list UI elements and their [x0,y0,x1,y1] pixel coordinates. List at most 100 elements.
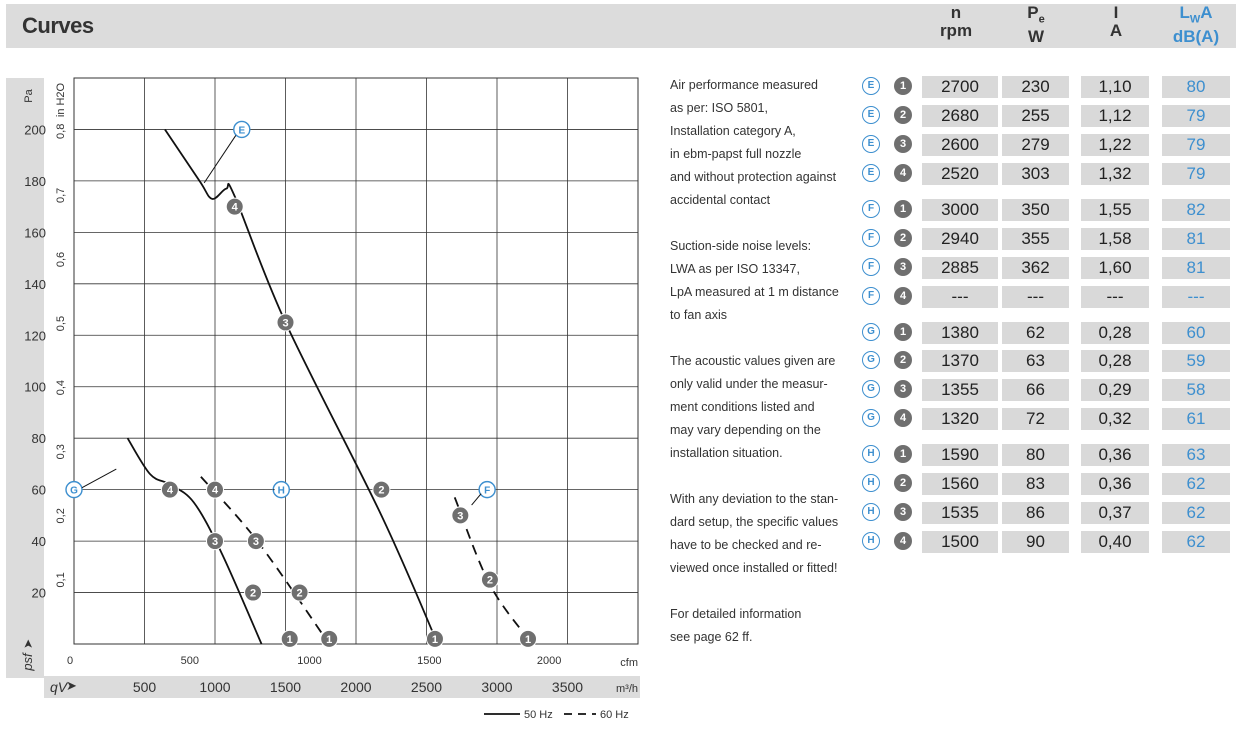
cell-i: --- [1081,286,1149,308]
legend-label: 50 Hz [524,709,553,721]
x-tick-m3h: 3500 [552,679,583,695]
y-tick-pa: 40 [32,534,46,549]
cell-lwa: 81 [1162,228,1230,250]
cell-i: 1,60 [1081,257,1149,279]
legend-label: 60 Hz [600,709,629,721]
curve-label-g [65,480,83,499]
x-unit-m3h: m³/h [616,683,638,695]
curve-letter-badge: E [862,164,880,182]
cell-lwa: 79 [1162,134,1230,156]
y-tick-inh2o: 0,3 [55,444,67,459]
y-tick-pa: 200 [24,122,46,137]
cell-lwa: 79 [1162,105,1230,127]
curve-letter-badge: G [862,323,880,341]
note-paragraph: Air performance measured as per: ISO 580… [670,78,837,207]
operating-point-label: 4 [212,485,219,497]
x-unit-cfm: cfm [620,657,638,669]
curve-letter-badge: F [862,229,880,247]
curve-letter-badge: G [862,380,880,398]
label-leader-g [81,468,117,489]
cell-n: 3000 [922,199,998,221]
y-label-inh2o: in H2O [55,82,67,117]
curve-letter-badge: H [862,445,880,463]
point-number-badge: 4 [894,287,912,305]
y-arrow: ➤ [21,639,35,649]
cell-n: 2700 [922,76,998,98]
point-number-badge: 3 [894,503,912,521]
curve-g [126,437,263,645]
operating-point-marker [480,570,499,589]
cell-n: 2940 [922,228,998,250]
x-tick-m3h: 1500 [270,679,301,695]
point-number-badge: 1 [894,200,912,218]
x-tick-m3h: 500 [133,679,157,695]
x-tick-cfm: 2000 [537,655,561,667]
cell-i: 1,32 [1081,163,1149,185]
curve-label-text: G [70,486,78,497]
curve-letter-badge: E [862,135,880,153]
y-tick-pa: 60 [32,483,46,498]
header-bar: Curves [6,4,1236,48]
notes: Air performance measured as per: ISO 580… [670,74,850,672]
cell-i: 1,10 [1081,76,1149,98]
cell-p: 255 [1002,105,1069,127]
col-header-i: I A [1109,3,1123,40]
cell-i: 1,55 [1081,199,1149,221]
x-tick-m3h: 2000 [340,679,371,695]
cell-p: 303 [1002,163,1069,185]
operating-point-label: 2 [297,588,303,600]
cell-p: 62 [1002,322,1069,344]
chart-legend: 50 Hz 60 Hz [484,706,634,725]
curve-letter-badge: H [862,474,880,492]
x-tick-cfm: 500 [181,655,199,667]
operating-point-label: 4 [167,485,174,497]
x-arrow: ➤ [66,678,77,693]
cell-lwa: 80 [1162,76,1230,98]
cell-lwa: 60 [1162,322,1230,344]
curve-label-text: E [238,125,245,136]
operating-point-label: 4 [232,202,239,214]
cell-i: 0,28 [1081,350,1149,372]
y-label-psf: psf [20,652,35,672]
cell-p: 230 [1002,76,1069,98]
operating-point-label: 3 [282,317,288,329]
x-tick-m3h: 2500 [411,679,442,695]
operating-point-label: 1 [432,634,438,646]
cell-i: 0,40 [1081,531,1149,553]
curve-letter-badge: H [862,532,880,550]
cell-n: 1590 [922,444,998,466]
y-tick-pa: 80 [32,431,46,446]
curve-letter-badge: F [862,258,880,276]
cell-p: 86 [1002,502,1069,524]
y-tick-pa: 20 [32,586,46,601]
y-label-pa: Pa [23,88,35,102]
col-header-lwa: LWA dB(A) [1172,3,1220,47]
cell-n: 1560 [922,473,998,495]
cell-lwa: 81 [1162,257,1230,279]
curve-letter-badge: E [862,77,880,95]
cell-i: 1,12 [1081,105,1149,127]
y-tick-inh2o: 0,7 [55,188,67,203]
note-paragraph: With any deviation to the stan- dard set… [670,492,839,575]
y-tick-pa: 140 [24,277,46,292]
point-number-badge: 1 [894,77,912,95]
operating-point-label: 3 [212,536,218,548]
cell-n: 1320 [922,408,998,430]
y-tick-pa: 160 [24,225,46,240]
curve-letter-badge: H [862,503,880,521]
col-header-p: Pe W [1027,3,1045,47]
x-tick-m3h: 3000 [481,679,512,695]
cell-n: --- [922,286,998,308]
cell-p: 350 [1002,199,1069,221]
label-leader-e [203,135,237,184]
operating-point-marker [280,629,299,648]
operating-point-label: 1 [287,634,293,646]
operating-point-marker [320,629,339,648]
operating-point-label: 2 [487,575,493,587]
operating-point-label: 1 [525,634,531,646]
operating-point-marker [206,532,224,551]
point-number-badge: 2 [894,474,912,492]
operating-point-marker [244,583,263,602]
point-number-badge: 2 [894,229,912,247]
y-tick-pa: 120 [24,328,46,343]
